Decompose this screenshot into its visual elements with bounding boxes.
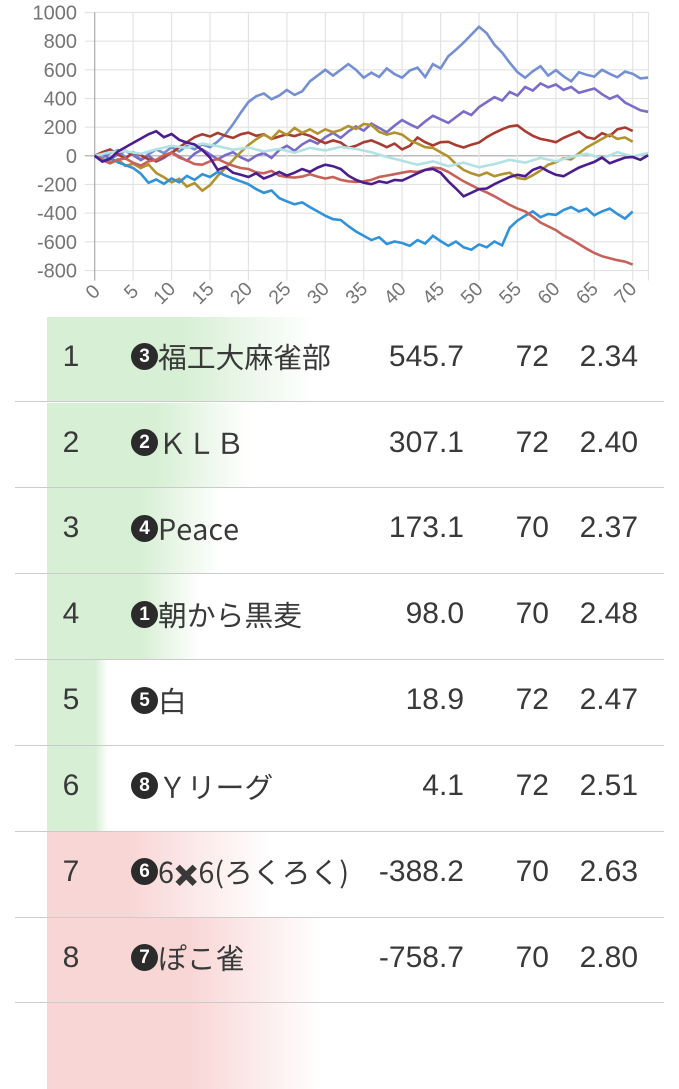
svg-text:65: 65 [572, 278, 603, 308]
svg-text:600: 600 [44, 60, 77, 82]
svg-text:40: 40 [380, 278, 411, 308]
svg-text:60: 60 [534, 278, 565, 308]
svg-text:20: 20 [226, 278, 257, 308]
svg-text:800: 800 [44, 31, 77, 53]
svg-text:-200: -200 [37, 175, 77, 197]
svg-text:-400: -400 [37, 203, 77, 225]
svg-text:70: 70 [610, 278, 641, 308]
svg-text:25: 25 [265, 278, 296, 308]
svg-text:30: 30 [303, 278, 334, 308]
svg-text:50: 50 [457, 278, 488, 308]
svg-text:55: 55 [495, 278, 526, 308]
svg-text:1000: 1000 [33, 3, 78, 25]
svg-text:-600: -600 [37, 232, 77, 254]
svg-text:-800: -800 [37, 261, 77, 283]
svg-text:200: 200 [44, 117, 77, 139]
svg-text:400: 400 [44, 89, 77, 111]
svg-text:10: 10 [149, 278, 180, 308]
svg-text:0: 0 [82, 280, 105, 303]
svg-text:15: 15 [188, 278, 219, 308]
svg-text:45: 45 [418, 278, 449, 308]
svg-text:0: 0 [66, 146, 77, 168]
svg-text:5: 5 [120, 280, 143, 303]
svg-text:35: 35 [341, 278, 372, 308]
